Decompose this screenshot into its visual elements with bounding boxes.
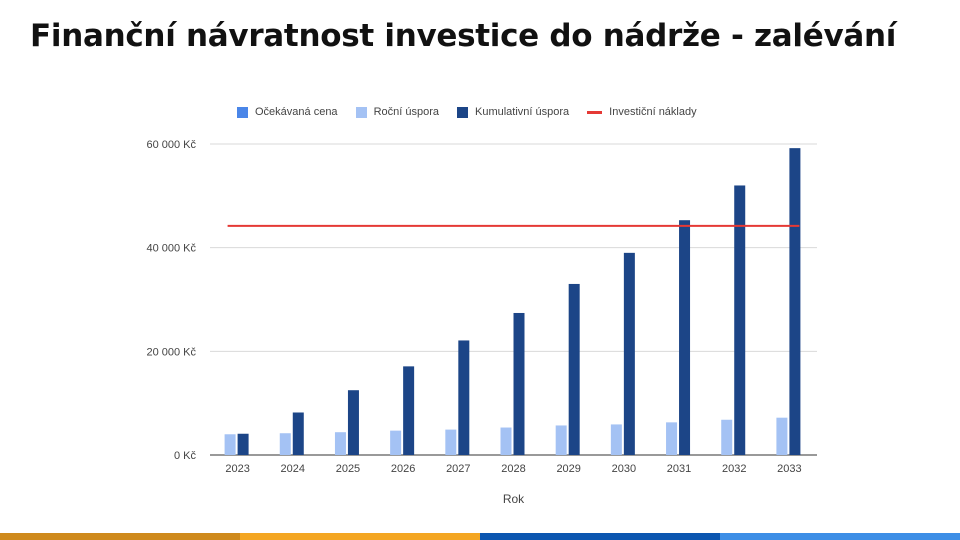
legend-item-cumulative-saving: Kumulativní úspora	[457, 106, 569, 118]
bar-annual-saving	[555, 425, 567, 455]
bar-cumulative-saving	[292, 412, 304, 455]
bar-annual-saving	[721, 419, 733, 455]
bar-annual-saving	[500, 427, 512, 455]
footer-segment-3	[480, 533, 720, 540]
bar-annual-saving	[610, 424, 622, 455]
legend-label-investment-cost: Investiční náklady	[609, 106, 697, 118]
y-tick-label: 60 000 Kč	[146, 139, 196, 151]
x-tick-label: 2033	[777, 463, 801, 475]
bar-cumulative-saving	[789, 148, 801, 455]
bar-cumulative-saving	[237, 433, 249, 455]
legend-item-expected-price: Očekávaná cena	[237, 106, 338, 118]
bar-cumulative-saving	[513, 312, 525, 455]
x-tick-label: 2026	[391, 463, 415, 475]
x-tick-label: 2031	[667, 463, 691, 475]
x-tick-label: 2023	[225, 463, 249, 475]
chart-legend: Očekávaná cena Roční úspora Kumulativní …	[237, 106, 715, 118]
footer-color-bar	[0, 533, 960, 540]
x-tick-label: 2024	[281, 463, 305, 475]
x-tick-label: 2025	[336, 463, 360, 475]
x-axis-label: Rok	[503, 492, 525, 506]
bar-cumulative-saving	[734, 185, 746, 455]
bar-annual-saving	[334, 432, 346, 455]
bar-cumulative-saving	[623, 252, 635, 455]
legend-label-cumulative-saving: Kumulativní úspora	[475, 106, 570, 118]
legend-swatch-investment-cost	[587, 110, 603, 114]
x-tick-label: 2027	[446, 463, 470, 475]
bar-annual-saving	[279, 433, 291, 455]
slide-title: Finanční návratnost investice do nádrže …	[30, 18, 897, 54]
y-tick-label: 0 Kč	[174, 450, 197, 462]
bar-annual-saving	[224, 434, 236, 455]
x-tick-label: 2030	[612, 463, 636, 475]
footer-segment-1	[0, 533, 240, 540]
bar-cumulative-saving	[403, 366, 415, 455]
bar-cumulative-saving	[347, 390, 359, 455]
bar-cumulative-saving	[568, 283, 580, 455]
legend-swatch-cumulative-saving	[457, 106, 468, 118]
legend-swatch-expected-price	[237, 106, 248, 118]
bar-annual-saving	[666, 422, 678, 455]
bar-annual-saving	[776, 417, 788, 455]
legend-label-annual-saving: Roční úspora	[373, 106, 439, 118]
legend-label-expected-price: Očekávaná cena	[255, 106, 338, 118]
bar-cumulative-saving	[458, 340, 470, 455]
legend-swatch-annual-saving	[355, 106, 367, 118]
x-tick-label: 2029	[556, 463, 580, 475]
legend-item-annual-saving: Roční úspora	[355, 106, 439, 118]
bar-annual-saving	[445, 429, 457, 455]
footer-segment-4	[720, 533, 960, 540]
x-tick-label: 2028	[501, 463, 525, 475]
y-tick-label: 20 000 Kč	[146, 346, 196, 358]
bar-annual-saving	[390, 430, 402, 455]
legend-item-investment-cost: Investiční náklady	[587, 106, 697, 118]
footer-segment-2	[240, 533, 480, 540]
bar-cumulative-saving	[679, 220, 691, 455]
x-tick-label: 2032	[722, 463, 746, 475]
y-tick-label: 40 000 Kč	[146, 243, 196, 255]
